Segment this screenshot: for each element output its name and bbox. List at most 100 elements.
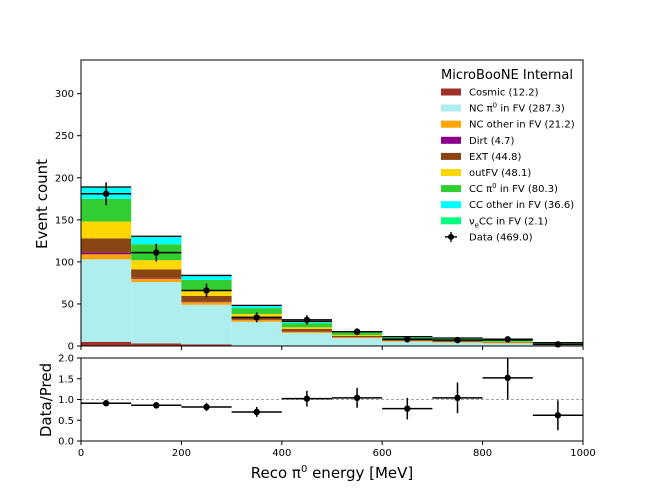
- legend-item: Cosmic (12.2): [441, 88, 539, 99]
- legend-item: CC π0 in FV (80.3): [441, 182, 558, 195]
- ratio-y-tick-label: 1.5: [58, 374, 74, 385]
- legend-label-part: CC in FV (2.1): [479, 216, 548, 227]
- bar: [181, 301, 232, 303]
- bar: [181, 304, 232, 345]
- bar: [281, 332, 332, 346]
- ratio-point: [253, 408, 260, 416]
- legend-label: NC π0 in FV (287.3): [469, 102, 565, 115]
- ratio-point: [303, 395, 311, 402]
- bar: [281, 329, 332, 332]
- x-tick-label: 0: [78, 448, 84, 459]
- ratio-y-tick-label: 0.0: [58, 437, 74, 448]
- bar: [181, 302, 232, 305]
- y-tick-label: 100: [55, 257, 74, 268]
- legend-label-sub: e: [475, 221, 479, 229]
- legend-label-part: in FV (287.3): [497, 104, 565, 115]
- legend-label-part: CC π: [469, 184, 492, 195]
- bar: [181, 344, 232, 346]
- bar: [231, 308, 282, 314]
- bar: [131, 236, 182, 245]
- bar: [81, 252, 132, 255]
- data-point: [454, 336, 461, 344]
- data-point: [303, 316, 311, 324]
- y-tick-label: 0: [68, 342, 74, 353]
- legend-label: EXT (44.8): [469, 152, 521, 163]
- ratio-point: [203, 403, 210, 411]
- data-point: [353, 328, 361, 335]
- legend-swatch: [441, 88, 461, 96]
- top-axes-frame: [80, 59, 584, 347]
- x-tick-label: 800: [473, 448, 492, 459]
- data-point: [253, 314, 260, 321]
- y-tick-label: 50: [61, 299, 74, 310]
- ratio-point: [404, 405, 411, 412]
- bar: [81, 254, 132, 260]
- x-tick-label: 600: [373, 448, 392, 459]
- legend-swatch: [441, 185, 461, 193]
- legend-label: Dirt (4.7): [469, 136, 514, 147]
- legend-label: νeCC in FV (2.1): [469, 216, 548, 229]
- y-axis-label: Event count: [33, 159, 51, 249]
- data-point: [504, 336, 511, 343]
- x-tick-label: 400: [272, 448, 291, 459]
- legend-label-sup: 0: [493, 102, 497, 110]
- ratio-y-axis-label: Data/Pred: [37, 363, 55, 437]
- bar: [81, 341, 132, 346]
- legend-item: EXT (44.8): [441, 152, 521, 163]
- legend-swatch: [441, 217, 461, 225]
- legend-swatch: [441, 104, 461, 112]
- bar: [332, 335, 383, 338]
- bar: [332, 335, 383, 336]
- legend-swatch: [441, 152, 461, 160]
- x-axis-label: Reco π0 energy [MeV]: [251, 464, 414, 482]
- bar: [181, 295, 232, 302]
- bar: [382, 341, 433, 346]
- legend-label-part: ν: [469, 216, 475, 227]
- legend-label-part: in FV (80.3): [497, 184, 558, 195]
- ratio-point: [554, 412, 562, 419]
- ratio-point: [102, 400, 110, 407]
- bar: [131, 278, 182, 283]
- ratio-y-tick-label: 2.0: [58, 354, 74, 365]
- bar: [81, 238, 132, 253]
- top-plot: 0 50 100 150 200 250 300: [55, 59, 584, 353]
- bar: [281, 323, 332, 328]
- legend-label: CC π0 in FV (80.3): [469, 182, 558, 195]
- legend-label-part: NC π: [469, 104, 493, 115]
- bar: [231, 305, 282, 309]
- y-tick-label: 300: [55, 89, 74, 100]
- bar: [332, 338, 383, 346]
- bar: [281, 331, 332, 333]
- ratio-point: [353, 394, 361, 402]
- legend-label: Cosmic (12.2): [469, 88, 539, 99]
- legend-item: Data (469.0): [445, 231, 533, 243]
- legend-swatch: [441, 136, 461, 144]
- bar: [81, 259, 132, 342]
- ratio-y-tick-label: 0.5: [58, 416, 74, 427]
- bar: [131, 269, 182, 278]
- bar: [81, 198, 132, 222]
- series-nc: [81, 259, 583, 346]
- y-tick-label: 250: [55, 131, 74, 142]
- bar: [231, 321, 282, 346]
- data-point: [554, 341, 562, 348]
- legend-item: Dirt (4.7): [441, 136, 514, 147]
- x-tick-label: 200: [172, 448, 191, 459]
- bar: [332, 337, 383, 339]
- legend-item: NC π0 in FV (287.3): [441, 102, 565, 115]
- ratio-plot: 0.0 0.5 1.0 1.5 2.0 0 200 400 600 800 1000: [58, 354, 596, 460]
- legend-label: NC other in FV (21.2): [469, 120, 575, 131]
- ratio-y-tick-label: 1.0: [58, 395, 74, 406]
- legend-data-marker: [448, 233, 454, 240]
- bar: [482, 342, 533, 343]
- legend-swatch: [441, 120, 461, 128]
- data-point: [203, 287, 210, 294]
- bar: [181, 275, 232, 280]
- ratio-point: [153, 402, 160, 409]
- bar: [131, 260, 182, 270]
- legend-label-sup: 0: [492, 182, 496, 190]
- data-point: [153, 249, 160, 256]
- data-point: [102, 190, 110, 197]
- bar: [81, 221, 132, 239]
